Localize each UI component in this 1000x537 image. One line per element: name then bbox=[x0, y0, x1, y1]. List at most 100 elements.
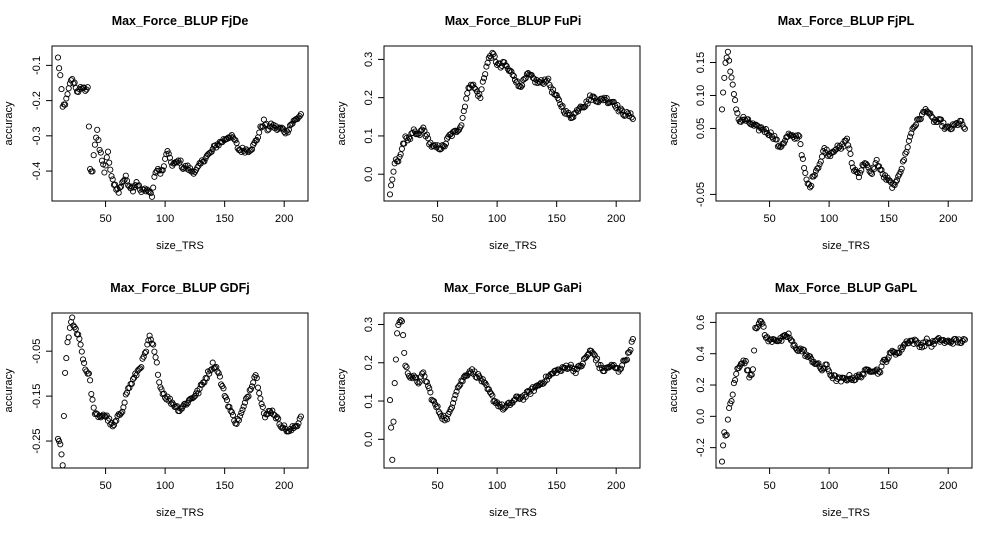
x-tick-label: 100 bbox=[488, 480, 506, 492]
data-point bbox=[491, 53, 498, 60]
data-point bbox=[389, 456, 396, 463]
data-point bbox=[398, 145, 405, 152]
data-point bbox=[610, 98, 617, 105]
data-point bbox=[815, 164, 822, 171]
data-point bbox=[536, 380, 544, 388]
data-point bbox=[808, 182, 815, 189]
data-point bbox=[762, 126, 770, 133]
data-point bbox=[555, 96, 563, 104]
data-point bbox=[163, 151, 170, 158]
data-point bbox=[119, 408, 126, 415]
data-point bbox=[728, 74, 735, 81]
data-point bbox=[479, 78, 486, 85]
data-point bbox=[876, 368, 883, 375]
data-point bbox=[961, 125, 968, 132]
data-point bbox=[213, 364, 220, 371]
data-point bbox=[427, 389, 434, 396]
data-point bbox=[403, 364, 410, 371]
data-point bbox=[56, 438, 63, 445]
data-point bbox=[458, 122, 465, 129]
data-point bbox=[720, 89, 727, 96]
data-point bbox=[151, 348, 158, 355]
data-point bbox=[901, 156, 908, 164]
data-point bbox=[391, 380, 398, 387]
y-tick-label: -0.2 bbox=[31, 91, 43, 110]
data-point bbox=[478, 86, 485, 93]
data-point bbox=[165, 150, 172, 157]
data-point bbox=[226, 403, 233, 410]
data-point bbox=[135, 182, 142, 189]
data-point bbox=[98, 157, 106, 164]
data-point bbox=[519, 82, 526, 89]
data-point bbox=[907, 133, 914, 140]
data-point bbox=[62, 369, 69, 376]
data-point bbox=[521, 75, 528, 82]
data-point bbox=[848, 160, 855, 167]
data-point bbox=[823, 361, 830, 368]
data-point bbox=[57, 72, 64, 79]
data-point bbox=[97, 149, 104, 156]
data-point bbox=[95, 136, 102, 144]
data-point bbox=[730, 91, 737, 98]
data-point bbox=[477, 94, 484, 102]
data-point bbox=[721, 74, 728, 81]
y-tick-label: 0.0 bbox=[695, 409, 707, 424]
data-point bbox=[90, 404, 97, 411]
data-point bbox=[244, 394, 251, 401]
data-point bbox=[787, 337, 795, 344]
data-point bbox=[147, 336, 154, 343]
data-point bbox=[791, 135, 798, 142]
data-point bbox=[81, 359, 88, 367]
panel-title: Max_Force_BLUP GaPi bbox=[444, 281, 582, 295]
data-point bbox=[63, 95, 70, 102]
data-point bbox=[855, 174, 862, 181]
x-axis-label: size_TRS bbox=[489, 507, 537, 519]
data-point bbox=[71, 324, 78, 331]
data-point bbox=[426, 385, 433, 392]
data-point bbox=[455, 383, 463, 390]
data-point bbox=[110, 422, 117, 429]
data-point bbox=[845, 142, 852, 149]
data-point bbox=[229, 412, 237, 419]
data-point bbox=[807, 184, 814, 191]
data-point bbox=[239, 144, 246, 151]
data-point bbox=[773, 136, 780, 143]
data-point bbox=[138, 364, 145, 371]
data-point bbox=[416, 132, 423, 139]
data-point bbox=[430, 398, 438, 405]
data-point bbox=[388, 182, 395, 189]
data-point bbox=[248, 383, 256, 390]
data-point bbox=[253, 374, 260, 382]
y-tick-label: 0.10 bbox=[695, 85, 707, 106]
data-point bbox=[480, 75, 488, 82]
data-point bbox=[256, 129, 263, 136]
data-point bbox=[823, 146, 830, 153]
y-tick-label: 0.15 bbox=[695, 52, 707, 73]
data-point bbox=[223, 397, 231, 404]
data-point bbox=[898, 165, 905, 172]
data-point bbox=[452, 392, 459, 399]
data-point bbox=[470, 81, 477, 88]
data-point bbox=[584, 351, 591, 359]
panel-title: Max_Force_BLUP FuPi bbox=[445, 14, 582, 28]
data-point bbox=[815, 360, 822, 367]
data-point bbox=[724, 48, 731, 55]
data-point bbox=[804, 353, 811, 361]
data-point bbox=[240, 403, 247, 410]
data-point bbox=[798, 152, 805, 159]
y-tick-label: 0.2 bbox=[363, 355, 375, 370]
data-point bbox=[751, 347, 758, 354]
x-tick-label: 50 bbox=[763, 213, 775, 225]
y-tick-label: 0.2 bbox=[695, 377, 707, 392]
data-point bbox=[89, 168, 96, 175]
data-point bbox=[207, 367, 214, 374]
data-point bbox=[867, 169, 874, 176]
data-point bbox=[256, 390, 263, 397]
data-point bbox=[467, 81, 474, 88]
data-point bbox=[150, 184, 157, 191]
data-point bbox=[483, 63, 490, 70]
data-point bbox=[389, 176, 396, 183]
data-point bbox=[958, 117, 965, 125]
data-point bbox=[65, 334, 72, 341]
panel-1: Max_Force_BLUP FjDe 50 100 150 200 -0.4 -0.3 -0… bbox=[3, 14, 309, 252]
